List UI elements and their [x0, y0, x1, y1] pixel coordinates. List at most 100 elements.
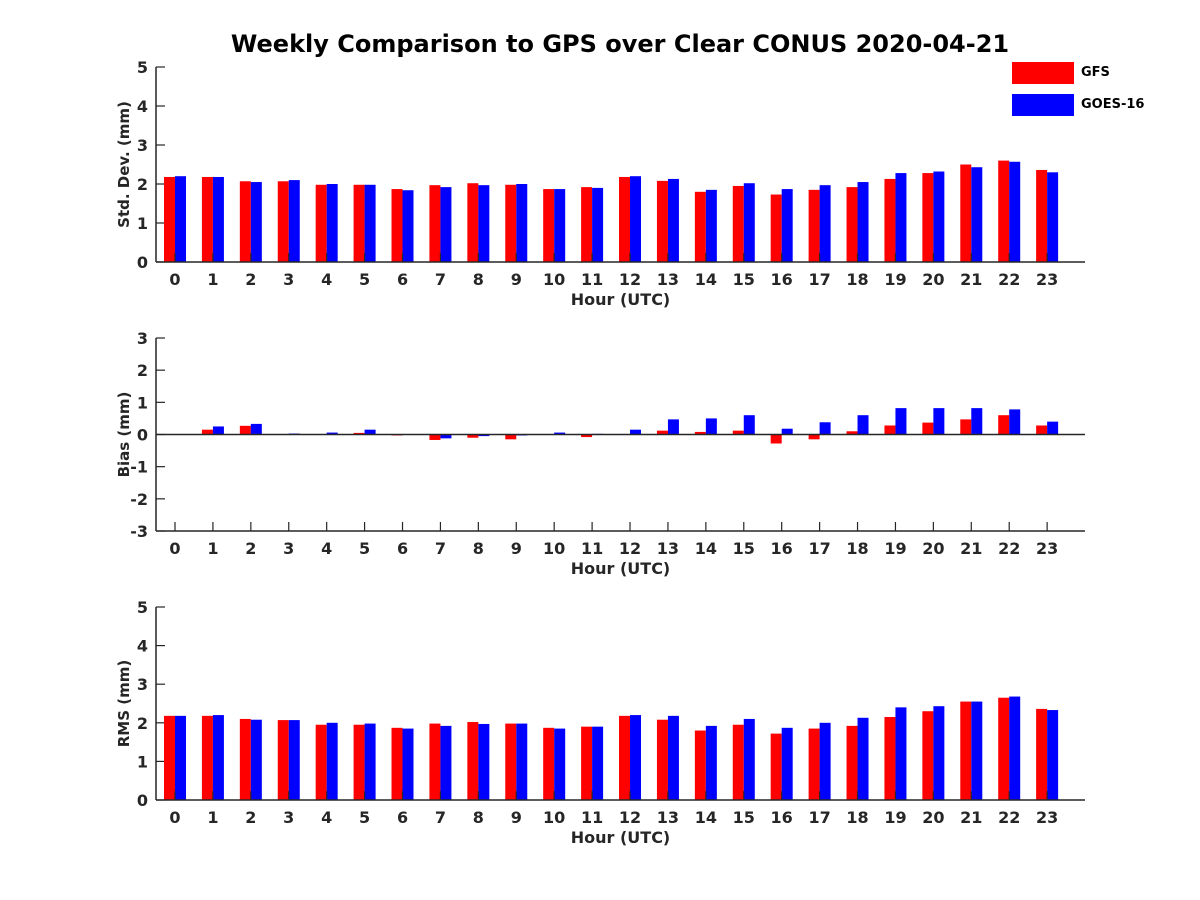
panel-1-bar-gfs-5 [353, 432, 365, 435]
panel-2-bar-gfs-5 [353, 724, 365, 800]
panel-0-bar-goes16-20 [933, 171, 945, 262]
panel-2-ytick-label: 4 [137, 637, 148, 656]
panel-0-bar-goes16-6 [402, 190, 414, 262]
panel-2-bar-goes16-12 [630, 715, 642, 800]
panel-2-bar-gfs-7 [429, 723, 441, 800]
panel-1-xtick-label: 6 [397, 539, 408, 558]
panel-2-xtick-label: 7 [435, 808, 446, 827]
panel-2-xtick-label: 17 [808, 808, 830, 827]
panel-0-ytick-label: 5 [137, 58, 148, 77]
panel-0-bar-gfs-12 [619, 176, 631, 262]
panel-2-xtick-label: 10 [543, 808, 565, 827]
panel-0-bar-gfs-3 [277, 181, 289, 262]
panel-0-xtick-label: 1 [207, 270, 218, 289]
panel-1-bar-goes16-20 [933, 408, 945, 435]
panel-0-bar-goes16-0 [175, 176, 186, 262]
panel-2-xtick-label: 1 [207, 808, 218, 827]
panel-2-bar-goes16-2 [250, 719, 262, 800]
panel-1-bar-goes16-12 [630, 429, 642, 435]
panel-0-ylabel: Std. Dev. (mm) [115, 101, 133, 228]
panel-2-bar-gfs-14 [694, 730, 706, 800]
panel-1-ylabel: Bias (mm) [115, 392, 133, 478]
panel-1-bar-gfs-1 [201, 429, 213, 435]
legend-swatch-goes16 [1012, 94, 1074, 116]
panel-2-bar-goes16-1 [212, 715, 224, 800]
panel-1-bar-goes16-23 [1047, 421, 1059, 435]
panel-2-bar-gfs-1 [201, 715, 213, 800]
panel-0-xtick-label: 19 [884, 270, 906, 289]
panel-2-bar-gfs-15 [732, 724, 744, 800]
panel-2-bar-goes16-21 [971, 701, 983, 800]
panel-0-bar-goes16-11 [592, 187, 604, 262]
panel-1-xtick-label: 5 [359, 539, 370, 558]
panel-0-xtick-label: 6 [397, 270, 408, 289]
panel-2-ytick-label: 1 [137, 752, 148, 771]
panel-0-bar-gfs-18 [846, 187, 858, 262]
panel-0-xtick-label: 17 [808, 270, 830, 289]
panel-0-ytick-label: 1 [137, 214, 148, 233]
panel-1-bar-goes16-17 [819, 422, 831, 435]
panel-2-bar-goes16-14 [705, 725, 717, 800]
panel-2-bar-gfs-17 [808, 728, 820, 800]
panel-1-bar-goes16-13 [667, 419, 679, 435]
panel-2-xtick-label: 16 [771, 808, 793, 827]
panel-2-xtick-label: 21 [960, 808, 982, 827]
panel-2-bar-goes16-16 [781, 727, 793, 800]
panel-2-bar-gfs-0 [164, 715, 175, 800]
panel-1-xtick-label: 11 [581, 539, 603, 558]
panel-0-bar-gfs-7 [429, 185, 441, 262]
panel-0-xtick-label: 22 [998, 270, 1020, 289]
panel-0-xtick-label: 10 [543, 270, 565, 289]
panel-2-xtick-label: 22 [998, 808, 1020, 827]
panel-1-ytick-label: 3 [137, 329, 148, 348]
panel-0-bar-goes16-12 [630, 176, 642, 262]
panel-0-xtick-label: 0 [169, 270, 180, 289]
panel-2-bar-gfs-22 [998, 697, 1010, 800]
panel-1-xtick-label: 2 [245, 539, 256, 558]
panel-0-bar-gfs-16 [770, 194, 782, 262]
chart-title: Weekly Comparison to GPS over Clear CONU… [230, 30, 1010, 58]
panel-1-xtick-label: 13 [657, 539, 679, 558]
legend-swatch-gfs [1012, 62, 1074, 84]
panel-0-bar-goes16-1 [212, 176, 224, 262]
panel-1-xtick-label: 14 [695, 539, 717, 558]
panel-2-xlabel: Hour (UTC) [571, 828, 671, 847]
panel-1-bar-goes16-19 [895, 408, 907, 435]
panel-0-bar-goes16-17 [819, 185, 831, 262]
panel-0-xtick-label: 8 [473, 270, 484, 289]
panel-1-bar-goes16-22 [1009, 409, 1021, 435]
panel-2-bar-goes16-18 [857, 717, 869, 800]
panel-0-bar-gfs-21 [960, 164, 972, 262]
panel-0-bar-gfs-19 [884, 178, 896, 262]
panel-2-bar-goes16-3 [288, 720, 300, 800]
panel-1-ytick-label: 2 [137, 361, 148, 380]
panel-1-xtick-label: 12 [619, 539, 641, 558]
panel-0-bar-gfs-23 [1036, 169, 1048, 262]
panel-0-bar-gfs-20 [922, 173, 934, 262]
panel-1-bar-gfs-9 [505, 434, 517, 440]
panel-1-xtick-label: 7 [435, 539, 446, 558]
panel-1-bar-gfs-18 [846, 431, 858, 435]
panel-0-xtick-label: 13 [657, 270, 679, 289]
panel-1-xtick-label: 15 [733, 539, 755, 558]
panel-2-bar-goes16-7 [440, 725, 452, 800]
panel-2-xtick-label: 19 [884, 808, 906, 827]
panel-2-bar-goes16-6 [402, 728, 414, 800]
panel-0-bar-goes16-5 [364, 184, 376, 262]
panel-1-bar-gfs-17 [808, 434, 820, 440]
panel-1-bar-gfs-11 [581, 434, 593, 438]
panel-0-bar-goes16-3 [288, 180, 300, 262]
panel-2-xtick-label: 15 [733, 808, 755, 827]
panel-2-xtick-label: 6 [397, 808, 408, 827]
panel-0-xtick-label: 18 [846, 270, 868, 289]
panel-2-bar-gfs-6 [391, 727, 403, 800]
panel-0-bar-goes16-10 [554, 189, 566, 262]
panel-0-ytick-label: 0 [137, 253, 148, 272]
panel-1-xtick-label: 8 [473, 539, 484, 558]
panel-0-bar-gfs-22 [998, 160, 1010, 262]
panel-2-bar-goes16-13 [667, 715, 679, 800]
panel-2-xtick-label: 3 [283, 808, 294, 827]
panel-1-ytick-label: 1 [137, 393, 148, 412]
panel-2-bar-goes16-17 [819, 722, 831, 800]
panel-0-ytick-label: 2 [137, 175, 148, 194]
